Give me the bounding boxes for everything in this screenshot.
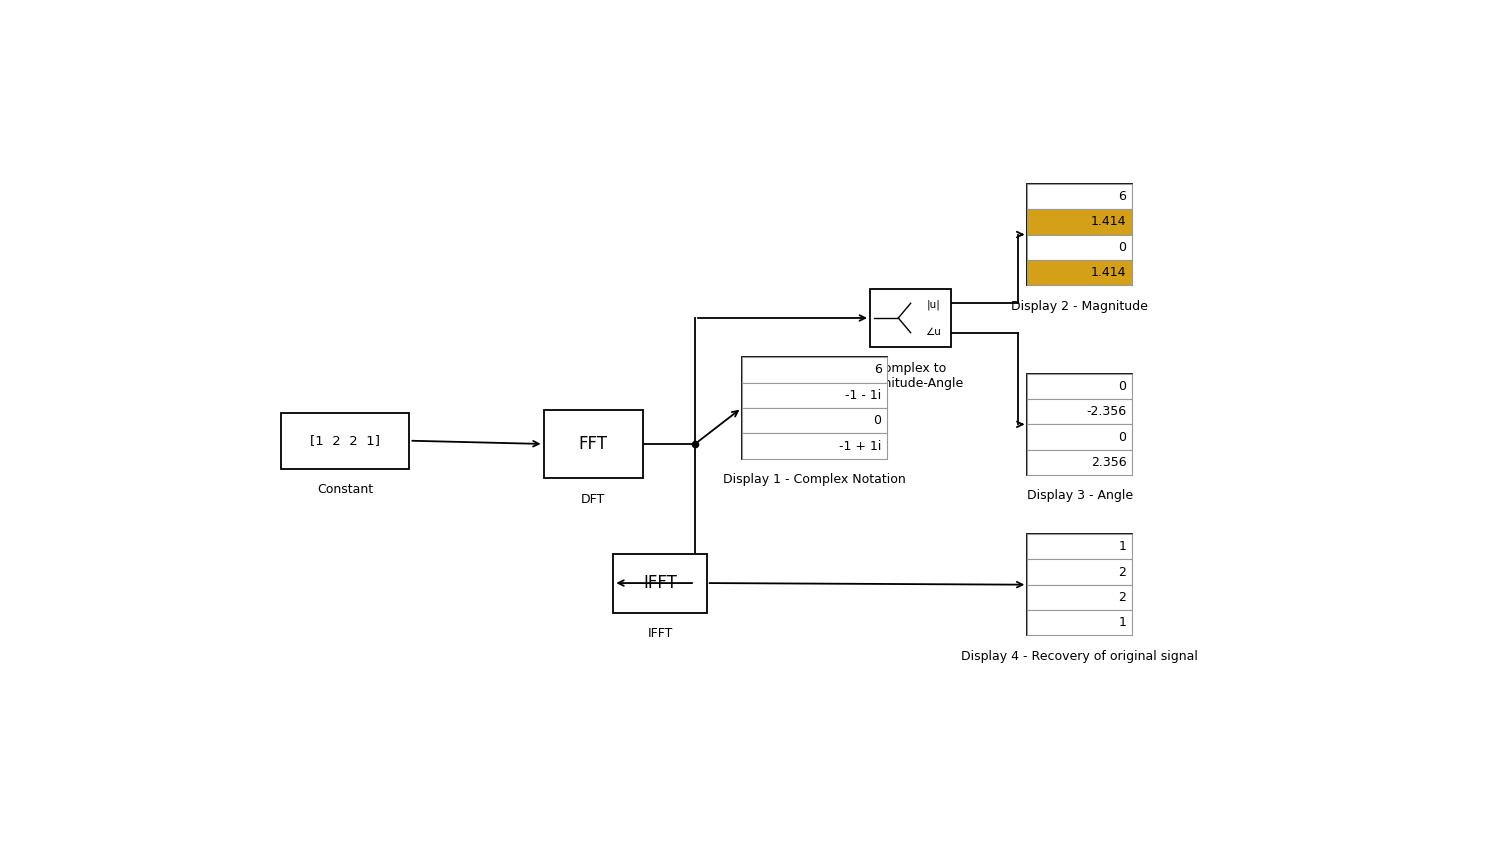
FancyBboxPatch shape: [1027, 610, 1133, 636]
Text: 6: 6: [874, 364, 881, 377]
Text: 0: 0: [874, 414, 881, 428]
Text: [1  2  2  1]: [1 2 2 1]: [310, 434, 381, 447]
Text: 1: 1: [1119, 540, 1126, 553]
Text: Display 2 - Magnitude: Display 2 - Magnitude: [1011, 300, 1148, 313]
FancyBboxPatch shape: [1027, 374, 1133, 475]
FancyBboxPatch shape: [1027, 235, 1133, 260]
Text: 2.356: 2.356: [1090, 456, 1126, 469]
FancyBboxPatch shape: [614, 553, 707, 613]
Text: 1: 1: [1119, 616, 1126, 629]
Text: 2: 2: [1119, 565, 1126, 579]
Text: 0: 0: [1119, 430, 1126, 444]
Text: -1 + 1i: -1 + 1i: [839, 439, 881, 452]
FancyBboxPatch shape: [1027, 374, 1133, 399]
Text: IFFT: IFFT: [644, 574, 677, 592]
FancyBboxPatch shape: [741, 434, 887, 459]
FancyBboxPatch shape: [1027, 534, 1133, 636]
FancyBboxPatch shape: [1027, 450, 1133, 475]
FancyBboxPatch shape: [741, 357, 887, 382]
Text: |u|: |u|: [926, 300, 940, 310]
FancyBboxPatch shape: [1027, 559, 1133, 585]
FancyBboxPatch shape: [1027, 424, 1133, 450]
Text: Display 3 - Angle: Display 3 - Angle: [1027, 490, 1133, 502]
FancyBboxPatch shape: [741, 408, 887, 434]
FancyBboxPatch shape: [1027, 260, 1133, 286]
FancyBboxPatch shape: [869, 288, 952, 348]
FancyBboxPatch shape: [543, 410, 642, 479]
Text: 0: 0: [1119, 380, 1126, 393]
Text: FFT: FFT: [579, 435, 608, 453]
Text: IFFT: IFFT: [647, 627, 672, 640]
Text: -1 - 1i: -1 - 1i: [845, 388, 881, 402]
Text: Display 4 - Recovery of original signal: Display 4 - Recovery of original signal: [961, 649, 1199, 663]
FancyBboxPatch shape: [1027, 399, 1133, 424]
FancyBboxPatch shape: [1027, 585, 1133, 610]
Text: 0: 0: [1119, 241, 1126, 253]
Text: -2.356: -2.356: [1086, 405, 1126, 418]
Text: 1.414: 1.414: [1090, 215, 1126, 229]
Text: Display 1 - Complex Notation: Display 1 - Complex Notation: [723, 473, 905, 486]
FancyBboxPatch shape: [741, 382, 887, 408]
FancyBboxPatch shape: [1027, 184, 1133, 209]
Text: ∠u: ∠u: [925, 327, 942, 337]
FancyBboxPatch shape: [281, 413, 409, 468]
Text: Complex to
Magnitude-Angle: Complex to Magnitude-Angle: [857, 362, 964, 390]
FancyBboxPatch shape: [741, 357, 887, 459]
Text: Constant: Constant: [317, 483, 373, 496]
FancyBboxPatch shape: [1027, 184, 1133, 286]
Text: 6: 6: [1119, 190, 1126, 203]
FancyBboxPatch shape: [1027, 209, 1133, 235]
Text: 1.414: 1.414: [1090, 266, 1126, 279]
Text: DFT: DFT: [581, 493, 605, 506]
Text: 2: 2: [1119, 591, 1126, 604]
FancyBboxPatch shape: [1027, 534, 1133, 559]
